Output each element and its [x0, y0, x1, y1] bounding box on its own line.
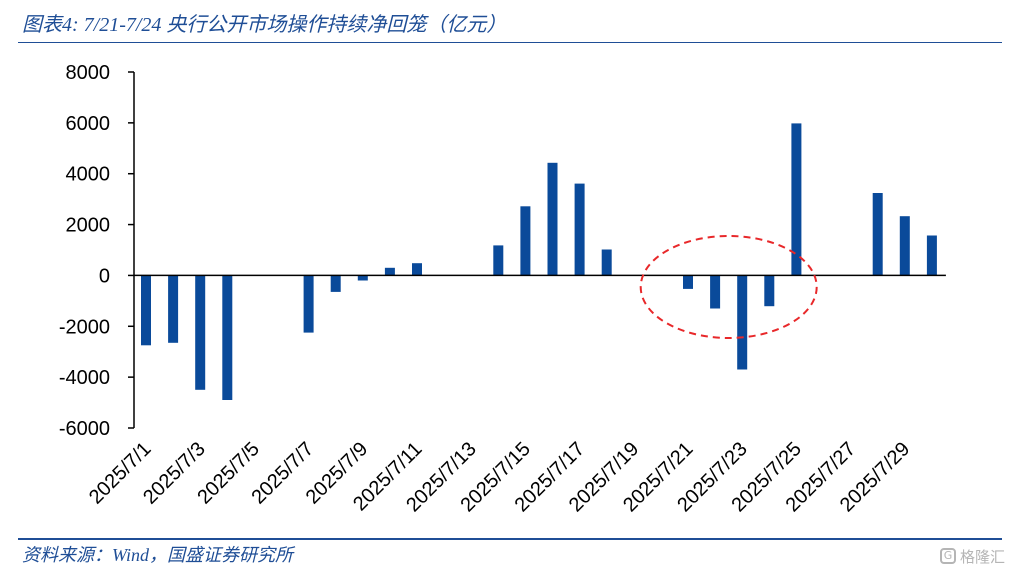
- annotations: [639, 235, 818, 339]
- title-divider: [18, 42, 1002, 43]
- x-axis: 2025/7/12025/7/32025/7/52025/7/72025/7/9…: [85, 274, 946, 516]
- header: 图表4: 7/21-7/24 央行公开市场操作持续净回笼（亿元）: [0, 0, 1014, 44]
- bar-chart: 8000 6000 4000 2000 0 -2000 -4000 -6000 2025/7/…: [59, 62, 946, 516]
- bar-2025-7-4: [222, 275, 233, 400]
- figure-title: 图表4: 7/21-7/24 央行公开市场操作持续净回笼（亿元）: [22, 14, 507, 36]
- y-tick-label: 6000: [66, 113, 111, 135]
- y-tick-label: 4000: [66, 164, 111, 186]
- bar-2025-7-14: [493, 245, 504, 276]
- watermark: G 格隆汇: [940, 546, 1008, 568]
- bar-2025-7-18: [601, 249, 612, 276]
- y-tick-label: 8000: [66, 62, 111, 84]
- bar-2025-7-22: [710, 275, 721, 309]
- bar-2025-7-30: [926, 235, 937, 276]
- bars: [141, 123, 937, 400]
- bar-2025-7-7: [303, 275, 314, 333]
- bar-2025-7-11: [412, 263, 422, 276]
- y-axis: 8000 6000 4000 2000 0 -2000 -4000 -6000: [59, 62, 135, 440]
- bar-2025-7-16: [547, 162, 558, 276]
- watermark-text: 格隆汇: [960, 548, 1006, 566]
- bar-2025-7-10: [384, 267, 395, 276]
- bar-2025-7-2: [168, 275, 179, 343]
- y-tick-label: -2000: [59, 316, 110, 338]
- y-tick-label: 0: [99, 265, 110, 287]
- bar-2025-7-21: [683, 275, 693, 289]
- bar-2025-7-1: [141, 275, 151, 346]
- y-tick-label: -4000: [59, 367, 110, 389]
- bar-2025-7-23: [737, 275, 748, 370]
- bar-2025-7-28: [872, 193, 883, 276]
- footer-divider: [18, 538, 1002, 540]
- y-tick-label: -6000: [59, 418, 110, 440]
- source-note: 资料来源：Wind，国盛证券研究所: [22, 545, 294, 565]
- bar-2025-7-8: [330, 275, 341, 292]
- y-tick-label: 2000: [66, 215, 111, 237]
- bar-2025-7-17: [574, 183, 585, 276]
- highlight-ellipse: [639, 235, 818, 339]
- bar-2025-7-29: [899, 216, 910, 276]
- gelonghui-logo-icon: G: [940, 548, 956, 564]
- bar-2025-7-25: [791, 123, 802, 276]
- bar-2025-7-24: [764, 275, 775, 307]
- bar-2025-7-9: [357, 275, 368, 281]
- bar-2025-7-3: [195, 275, 206, 390]
- bar-2025-7-15: [520, 206, 531, 276]
